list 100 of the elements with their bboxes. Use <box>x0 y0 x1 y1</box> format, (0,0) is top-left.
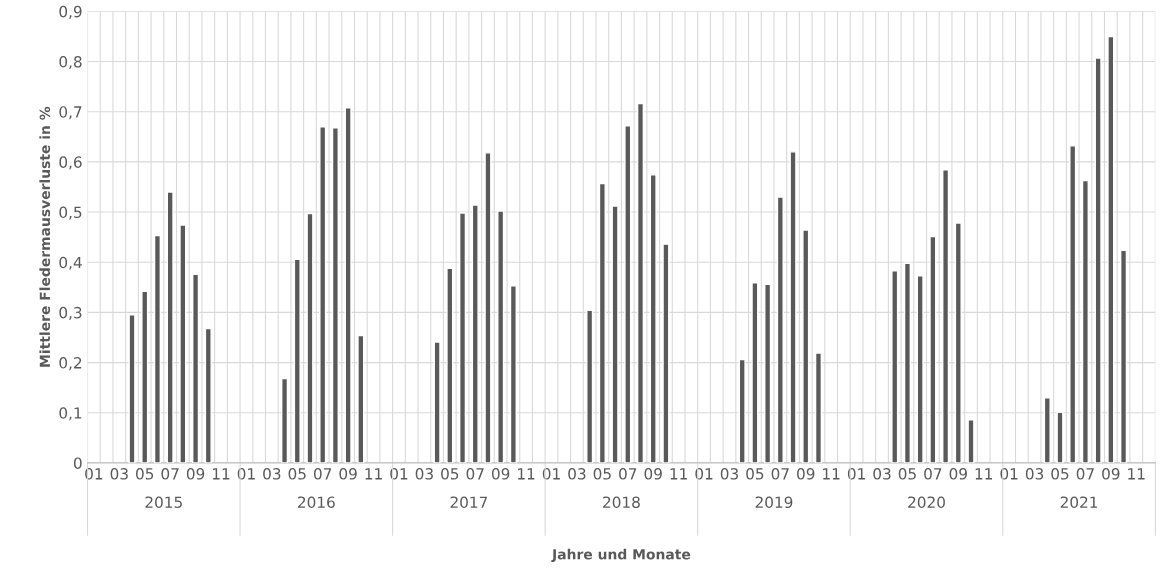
bar <box>967 419 975 463</box>
x-tick-label: 05 <box>746 468 764 480</box>
bar <box>319 126 327 463</box>
bar <box>357 334 365 463</box>
x-tick-label: 07 <box>924 468 942 480</box>
bar <box>751 282 759 463</box>
x-tick-label: 05 <box>593 468 611 480</box>
x-tick-label: 09 <box>797 468 815 480</box>
bar <box>344 106 352 463</box>
x-tick-label: 11 <box>212 468 230 480</box>
text: 2019 <box>755 496 793 508</box>
text: 2020 <box>908 496 945 508</box>
bar <box>1043 396 1051 463</box>
text: 2015 <box>145 496 182 508</box>
bar <box>497 210 505 463</box>
bar <box>141 290 149 463</box>
bar <box>166 191 174 463</box>
y-tick-label: 0 <box>73 457 82 469</box>
x-tick-label: 03 <box>873 468 891 480</box>
bar <box>281 377 289 463</box>
x-tick-label: 03 <box>263 468 281 480</box>
bar <box>954 222 962 463</box>
bar <box>306 212 314 463</box>
x-tick-label: 03 <box>1025 468 1044 480</box>
x-tick-label: 09 <box>949 468 967 480</box>
x-tick-label: 11 <box>518 468 535 480</box>
y-tick-label: 0,3 <box>59 306 82 320</box>
bar <box>484 152 492 463</box>
y-tick-label: 0,1 <box>59 407 82 421</box>
y-axis-title: Mittlere Fledermausverluste in % <box>39 106 51 367</box>
x-tick-label: 11 <box>975 468 993 480</box>
x-tick-label: 05 <box>898 468 916 480</box>
x-tick-label: 11 <box>1128 468 1145 480</box>
text: 2018 <box>603 496 640 508</box>
bar <box>1107 35 1115 463</box>
bar <box>611 205 619 463</box>
bar <box>662 243 670 463</box>
bar <box>903 262 912 463</box>
x-tick-label: 07 <box>161 468 179 480</box>
bar <box>942 169 950 463</box>
bar <box>128 314 136 463</box>
x-tick-label: 01 <box>695 468 713 480</box>
x-tick-label: 09 <box>186 468 205 480</box>
bar <box>1056 411 1064 463</box>
x-tick-label: 01 <box>1000 468 1018 480</box>
bar <box>204 327 212 463</box>
y-tick-label: 0,5 <box>59 206 82 220</box>
bar <box>179 224 187 463</box>
x-tick-label: 01 <box>390 468 408 480</box>
x-tick-label: 11 <box>365 468 382 480</box>
x-tick-label: 03 <box>110 468 128 480</box>
y-tick-label: 0,6 <box>59 156 82 170</box>
x-tick-label: 11 <box>670 468 687 480</box>
text: 2017 <box>450 496 488 508</box>
x-tick-label: 05 <box>288 468 306 480</box>
x-tick-label: 09 <box>1102 468 1120 480</box>
bar <box>1094 57 1102 463</box>
bar <box>802 229 810 463</box>
bar <box>636 102 645 463</box>
bar <box>776 196 784 463</box>
x-tick-label: 07 <box>1076 468 1094 480</box>
x-tick-label: 01 <box>847 468 865 480</box>
x-tick-label: 01 <box>237 468 255 480</box>
bar <box>1069 145 1077 463</box>
bar <box>649 174 657 463</box>
bar <box>192 273 200 463</box>
bar <box>331 127 339 463</box>
y-tick-label: 0,8 <box>59 56 82 70</box>
x-axis-title: Jahre und Monate <box>551 548 691 563</box>
y-tick-label: 0,2 <box>59 357 82 371</box>
bar <box>153 234 161 463</box>
y-tick-label: 0,9 <box>59 5 82 19</box>
y-tick-label: 0,7 <box>59 106 82 120</box>
text: 2016 <box>298 496 335 508</box>
bar <box>598 182 606 463</box>
bar <box>789 151 797 463</box>
bar <box>929 235 937 463</box>
x-tick-label: 07 <box>619 468 637 480</box>
bar <box>471 204 479 463</box>
x-tick-label: 05 <box>441 468 459 480</box>
x-tick-label: 09 <box>644 468 662 480</box>
bar <box>586 309 594 463</box>
bar <box>738 358 746 463</box>
bar <box>916 275 924 463</box>
bar <box>509 285 517 463</box>
bar <box>764 283 772 463</box>
bar <box>446 267 454 463</box>
x-tick-label: 09 <box>491 468 510 480</box>
x-tick-label: 03 <box>568 468 586 480</box>
y-tick-label: 0,4 <box>59 256 82 270</box>
x-tick-label: 05 <box>1051 468 1069 480</box>
bar <box>624 125 632 463</box>
bar <box>1119 249 1128 463</box>
x-tick-label: 11 <box>823 468 840 480</box>
x-tick-label: 05 <box>136 468 154 480</box>
bar <box>1081 179 1089 463</box>
bar <box>891 270 899 463</box>
x-tick-label: 07 <box>466 468 484 480</box>
x-tick-label: 03 <box>415 468 433 480</box>
bar <box>433 341 441 463</box>
